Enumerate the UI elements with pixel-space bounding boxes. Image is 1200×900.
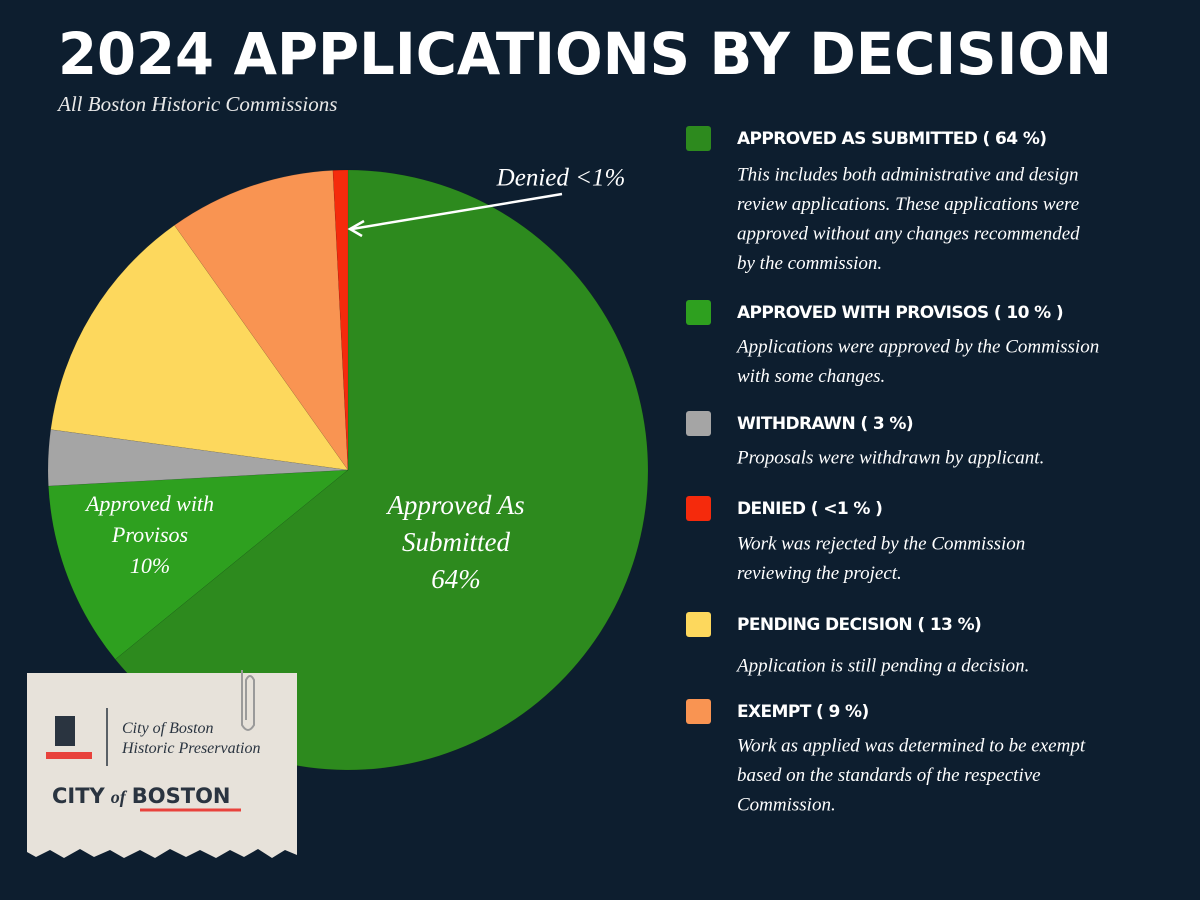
legend-description: Work as applied was determined to be exe… — [737, 735, 1086, 756]
legend-description: Applications were approved by the Commis… — [735, 336, 1099, 357]
legend-description: reviewing the project. — [737, 563, 902, 584]
wordmark-part: BOSTON — [132, 784, 231, 808]
legend-description: Commission. — [737, 794, 836, 815]
slice-label: 64% — [431, 564, 481, 594]
slice-label: Denied <1% — [496, 165, 626, 192]
pie-slice — [47, 429, 349, 487]
legend-swatch — [686, 411, 711, 436]
legend-swatch — [686, 300, 711, 325]
slice-label: Submitted — [402, 527, 510, 557]
legend-description: This includes both administrative and de… — [737, 164, 1078, 185]
legend-description: by the commission. — [737, 253, 882, 274]
legend-heading: EXEMPT ( 9 %) — [737, 702, 869, 722]
legend-swatch — [686, 699, 711, 724]
pie-slice — [48, 469, 349, 660]
slice-label: Approved As — [385, 490, 524, 520]
logo-wordmark: CITY of BOSTON — [52, 784, 231, 808]
legend-heading: APPROVED AS SUBMITTED ( 64 %) — [737, 129, 1046, 149]
slice-label: Provisos — [111, 522, 188, 547]
legend-heading: DENIED ( <1 % ) — [737, 499, 882, 519]
legend-heading: PENDING DECISION ( 13 %) — [737, 615, 981, 635]
paper-clip — [241, 670, 255, 731]
pie-slice — [174, 170, 349, 471]
wordmark-part: CITY — [52, 784, 106, 808]
legend-description: Proposals were withdrawn by applicant. — [736, 447, 1044, 468]
annotation-arrow-head — [347, 219, 365, 238]
logo-line: City of Boston — [122, 720, 214, 737]
legend-description: review applications. These applications … — [737, 194, 1079, 215]
legend-swatch — [686, 496, 711, 521]
legend: APPROVED AS SUBMITTED ( 64 %) This includ… — [686, 126, 1099, 815]
slice-labels: Approved As Submitted 64% Approved with Prov… — [84, 165, 625, 594]
logo-paper — [27, 673, 297, 858]
legend-description: Application is still pending a decision. — [735, 655, 1029, 676]
legend-description: with some changes. — [737, 366, 885, 387]
pie — [47, 169, 649, 771]
chart-title: 2024 APPLICATIONS BY DECISION — [58, 20, 1112, 88]
logo-icon — [55, 716, 75, 746]
legend-description: approved without any changes recommended — [737, 223, 1080, 244]
legend-description: based on the standards of the respective — [737, 765, 1041, 786]
legend-swatch — [686, 612, 711, 637]
chart-subtitle: All Boston Historic Commissions — [56, 92, 337, 116]
wordmark-part: of — [111, 787, 128, 807]
pie-slice — [332, 169, 349, 471]
logo: City of Boston Historic Preservation CIT… — [27, 670, 297, 858]
pie-slice — [50, 224, 349, 471]
legend-heading: APPROVED WITH PROVISOS ( 10 % ) — [737, 303, 1063, 323]
slice-label: Approved with — [84, 491, 214, 516]
legend-description: Work was rejected by the Commission — [737, 533, 1025, 554]
slice-label: 10% — [130, 553, 170, 578]
logo-line: Historic Preservation — [121, 740, 261, 757]
legend-swatch — [686, 126, 711, 151]
logo-icon-bar — [46, 752, 92, 759]
annotation-arrow — [351, 192, 563, 231]
legend-heading: WITHDRAWN ( 3 %) — [737, 414, 913, 434]
